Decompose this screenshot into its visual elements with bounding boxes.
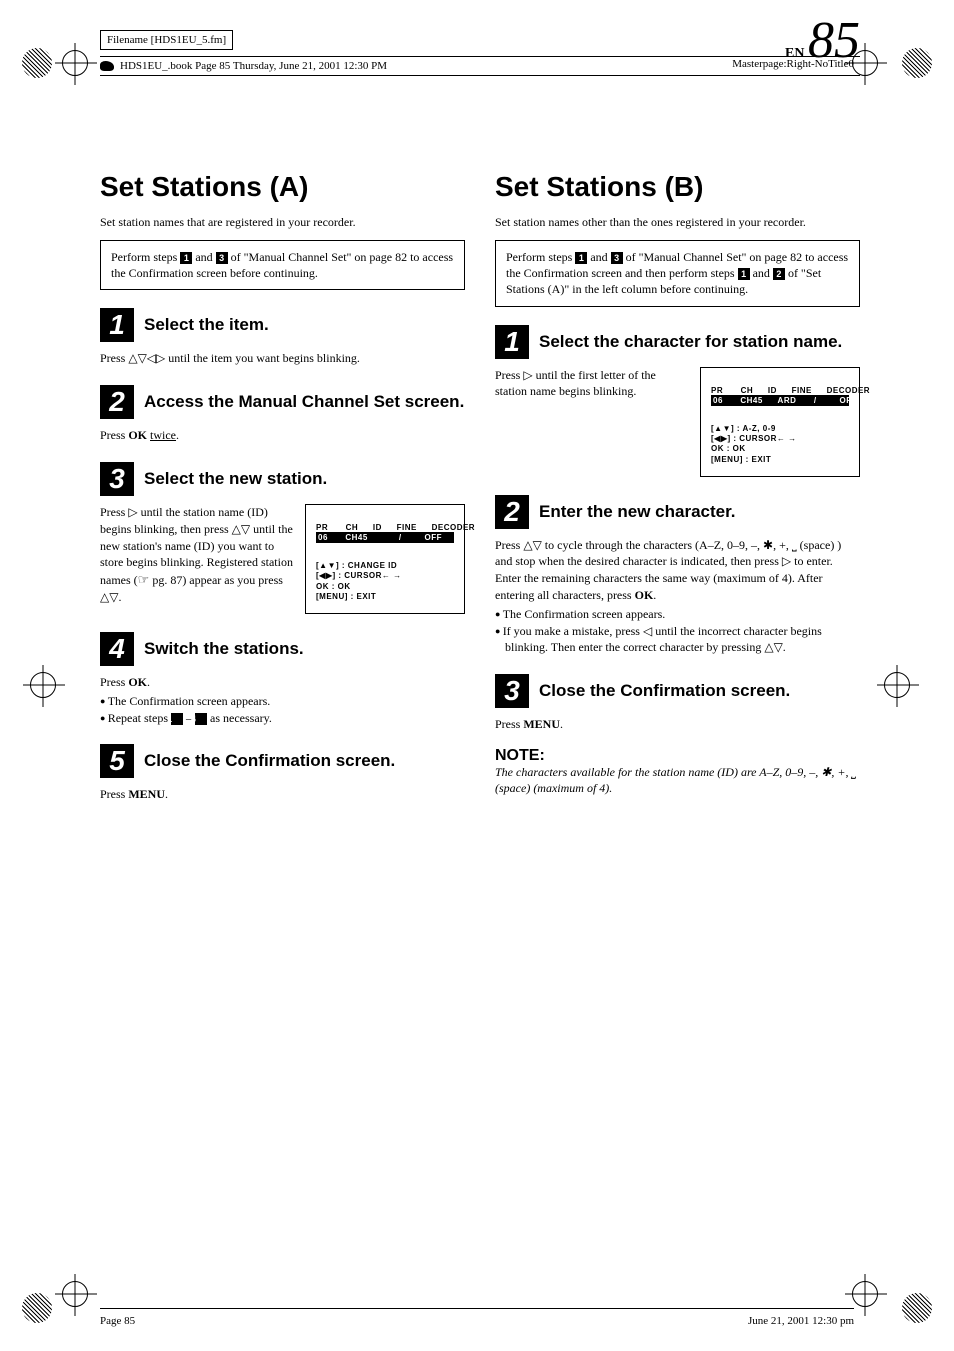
step-num-icon: 2 [100, 385, 134, 419]
step-num-icon: 3 [100, 462, 134, 496]
step-title: Close the Confirmation screen. [539, 681, 790, 701]
print-mark-tl [22, 48, 52, 78]
preface-a: Perform steps 1 and 3 of "Manual Channel… [100, 240, 465, 290]
step-a5: 5 Close the Confirmation screen. [100, 744, 465, 778]
column-a: Set Stations (A) Set station names that … [100, 171, 465, 803]
print-mark-bl [22, 1293, 52, 1323]
footer-right: June 21, 2001 12:30 pm [748, 1315, 854, 1327]
step-a4-bullets: The Confirmation screen appears. Repeat … [100, 693, 465, 727]
filename-box: Filename [HDS1EU_5.fm] [100, 30, 233, 50]
step-a4-body: Press OK. [100, 674, 465, 691]
step-b2-bullets: The Confirmation screen appears. If you … [495, 606, 860, 656]
step-a1-body: Press △▽◁▷ until the item you want begin… [100, 350, 465, 367]
title-b: Set Stations (B) [495, 171, 860, 203]
step-a2-body: Press OK twice. [100, 427, 465, 444]
intro-a: Set station names that are registered in… [100, 215, 465, 230]
note-body: The characters available for the station… [495, 765, 860, 796]
step-b2: 2 Enter the new character. [495, 495, 860, 529]
step-b3-body: Press MENU. [495, 716, 860, 733]
book-page-text: HDS1EU_.book Page 85 Thursday, June 21, … [120, 60, 387, 72]
screen-diagram-b: PR CH ID FINE DECODER 06 CH45 ARD / OFF … [700, 367, 860, 477]
step-b3: 3 Close the Confirmation screen. [495, 674, 860, 708]
step-num-icon: 2 [495, 495, 529, 529]
step-b1-body: Press ▷ until the first letter of the st… [495, 367, 688, 401]
step-a1: 1 Select the item. [100, 308, 465, 342]
print-mark-tr [902, 48, 932, 78]
step-num-icon: 1 [495, 325, 529, 359]
preface-b: Perform steps 1 and 3 of "Manual Channel… [495, 240, 860, 307]
footer-left: Page 85 [100, 1315, 135, 1327]
title-a: Set Stations (A) [100, 171, 465, 203]
step-title: Select the item. [144, 315, 269, 335]
step-num-icon: 3 [495, 674, 529, 708]
step-b1: 1 Select the character for station name. [495, 325, 860, 359]
book-page-header: HDS1EU_.book Page 85 Thursday, June 21, … [100, 56, 860, 76]
step-title: Access the Manual Channel Set screen. [144, 392, 464, 412]
reg-mark-mr [884, 672, 924, 712]
screen-diagram-a: PR CH ID FINE DECODER 06 CH45 / OFF [▲▼]… [305, 504, 465, 614]
footer: Page 85 June 21, 2001 12:30 pm [100, 1308, 854, 1327]
reg-mark-br [852, 1281, 892, 1321]
print-mark-br [902, 1293, 932, 1323]
page-number: EN 85 [785, 20, 860, 62]
reg-mark-ml [30, 672, 70, 712]
step-a4: 4 Switch the stations. [100, 632, 465, 666]
note-heading: NOTE: [495, 747, 860, 765]
step-title: Select the character for station name. [539, 332, 842, 352]
step-a5-body: Press MENU. [100, 786, 465, 803]
column-b: Set Stations (B) Set station names other… [495, 171, 860, 803]
step-num-icon: 5 [100, 744, 134, 778]
step-title: Select the new station. [144, 469, 327, 489]
reg-mark-bl [62, 1281, 102, 1321]
intro-b: Set station names other than the ones re… [495, 215, 860, 230]
step-title: Close the Confirmation screen. [144, 751, 395, 771]
step-b2-body: Press △▽ to cycle through the characters… [495, 537, 860, 604]
step-title: Switch the stations. [144, 639, 304, 659]
step-num-icon: 4 [100, 632, 134, 666]
reg-mark-tl [62, 50, 102, 90]
step-a3-body: Press ▷ until the station name (ID) begi… [100, 504, 293, 606]
step-title: Enter the new character. [539, 502, 736, 522]
step-a2: 2 Access the Manual Channel Set screen. [100, 385, 465, 419]
whale-icon [100, 61, 114, 71]
step-num-icon: 1 [100, 308, 134, 342]
step-a3: 3 Select the new station. [100, 462, 465, 496]
